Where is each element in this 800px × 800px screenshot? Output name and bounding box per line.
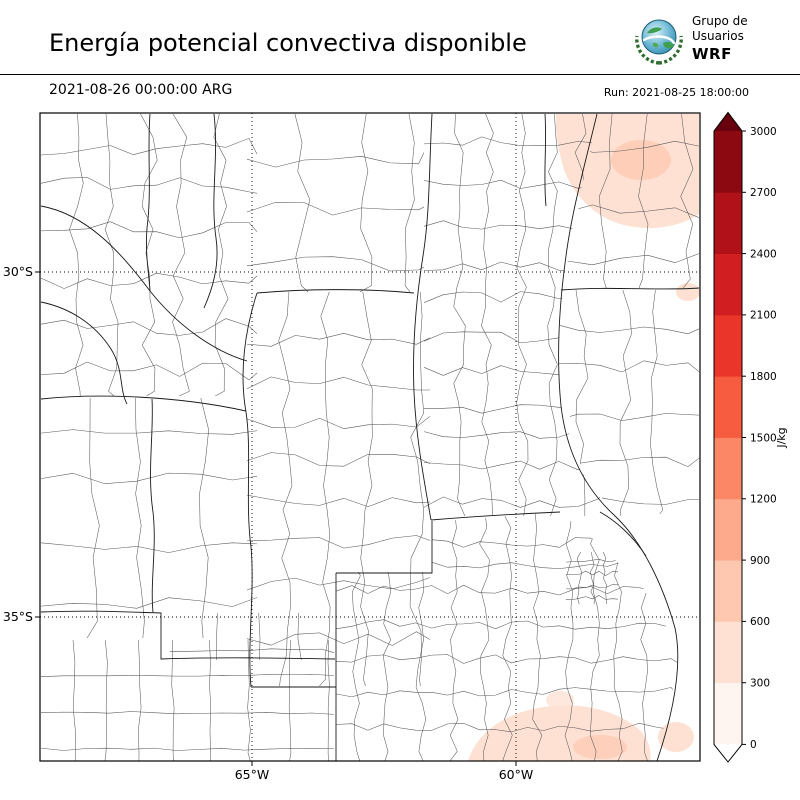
colorbar-tick-label: 2400 [750, 248, 777, 260]
department-boundaries [40, 397, 258, 639]
province-border-parana-river [558, 113, 679, 762]
colorbar-segment [714, 314, 742, 377]
province-border [40, 301, 128, 405]
valid-time-label: 2021-08-26 00:00:00 ARG [49, 82, 233, 98]
colorbar: 0 300 600 900 1200 1500 1800 2100 2400 2… [713, 111, 788, 763]
province-border [146, 113, 151, 292]
province-border [413, 113, 433, 521]
province-border [560, 287, 700, 291]
colorbar-under-arrow [714, 744, 742, 762]
province-border [242, 292, 258, 688]
colorbar-tick-label: 900 [750, 555, 770, 567]
run-time-label: Run: 2021-08-25 18:00:00 [603, 86, 749, 99]
cape-patch-northeast-core [611, 140, 671, 180]
cape-patch-southeast [658, 722, 694, 752]
map-frame [39, 112, 701, 762]
colorbar-tick-label: 2700 [750, 187, 777, 199]
province-borders [40, 113, 700, 762]
province-border [430, 511, 561, 521]
colorbar-tick-label: 2100 [750, 310, 777, 322]
logo-line-2: Usuarios [692, 29, 744, 44]
province-border [40, 205, 248, 362]
colorbar-over-arrow [714, 112, 742, 131]
logo-line-1: Grupo de [692, 13, 748, 28]
lat-tick-label: 35°S [3, 609, 33, 624]
colorbar-segment [714, 192, 742, 254]
colorbar-segment [714, 682, 742, 745]
colorbar-unit-label: J/kg [775, 427, 788, 448]
province-border [256, 289, 415, 294]
province-border [544, 113, 547, 207]
cape-patch-south-core [573, 735, 627, 759]
colorbar-tick-label: 1500 [750, 432, 777, 444]
colorbar-tick-label: 600 [750, 616, 770, 628]
colorbar-segment [714, 498, 742, 561]
colorbar-segment [714, 621, 742, 684]
colorbar-tick-label: 0 [750, 739, 757, 751]
lat-tick-label: 30°S [3, 264, 33, 279]
header-divider [0, 74, 800, 75]
colorbar-segment [714, 131, 742, 193]
colorbar-segment [714, 560, 742, 622]
graticule [40, 113, 700, 761]
department-boundaries [246, 291, 431, 687]
colorbar-segment [714, 253, 742, 316]
cape-patch-south-small [546, 691, 574, 709]
wrf-globe-icon [635, 19, 683, 65]
province-border [336, 521, 433, 574]
department-boundaries [40, 639, 335, 762]
province-border [203, 113, 218, 309]
colorbar-tick-label: 1800 [750, 371, 777, 383]
logo-line-3: WRF [692, 44, 732, 63]
axis-ticks [35, 271, 517, 766]
wrf-logo-text: Grupo de Usuarios WRF [692, 14, 748, 65]
colorbar-tick-label: 1200 [750, 494, 777, 506]
cape-shading [468, 114, 700, 761]
wrf-logo: Grupo de Usuarios WRF [633, 13, 748, 65]
department-boundaries [246, 113, 425, 293]
colorbar-tick-label: 300 [750, 678, 770, 690]
colorbar-tick-marks [742, 130, 746, 745]
lon-tick-label: 65°W [235, 767, 270, 782]
colorbar-segment [714, 437, 742, 500]
province-border-delta [599, 511, 647, 557]
department-boundaries [565, 551, 619, 605]
department-boundaries [169, 612, 335, 661]
colorbar-segment [714, 376, 742, 438]
lon-tick-label: 60°W [499, 767, 534, 782]
province-border [40, 395, 247, 412]
department-boundaries [558, 290, 699, 516]
colorbar-tick-label: 3000 [750, 126, 777, 138]
department-boundary-layer [40, 113, 699, 762]
page-title: Energía potencial convectiva disponible [49, 29, 527, 57]
province-border [40, 610, 336, 660]
cape-patch-east-edge [676, 283, 700, 301]
province-border [150, 398, 155, 613]
